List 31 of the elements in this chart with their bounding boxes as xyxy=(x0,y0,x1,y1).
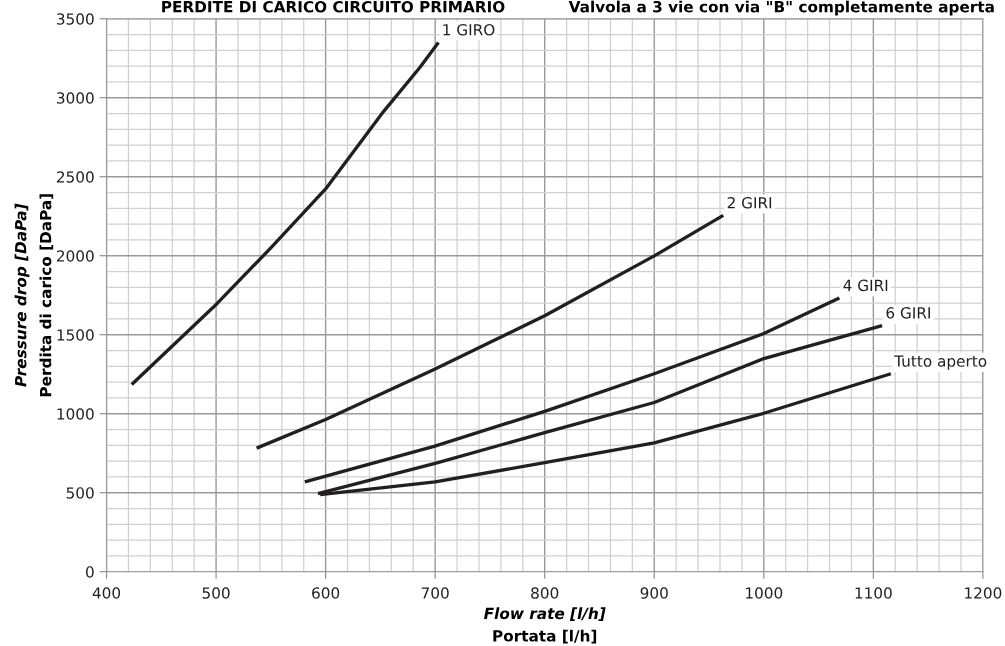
x-tick-label: 400 xyxy=(92,587,121,599)
x-tick-label: 600 xyxy=(312,587,340,599)
x-tick-label: 800 xyxy=(531,587,559,599)
y-tick-label: 2500 xyxy=(56,171,94,183)
series-label: Tutto aperto xyxy=(894,355,987,370)
text: Portata [l/h] xyxy=(493,629,597,644)
chart-subtitle: Valvola a 3 vie con via "B" completamente aperta xyxy=(568,0,994,16)
x-tick-label: 900 xyxy=(640,587,668,599)
y-tick-label: 500 xyxy=(66,487,94,499)
x-tick-label: 500 xyxy=(202,587,230,599)
text: Perdita di carico [DaPa] xyxy=(39,194,54,397)
x-tick-label: 1200 xyxy=(965,587,1002,599)
x-axis-title: Flow rate [l/h] xyxy=(483,607,606,621)
line-series xyxy=(254,213,725,450)
y-axis-title: Pressure drop [DaPa] xyxy=(14,203,30,387)
x-tick-label: 1000 xyxy=(746,587,783,599)
y-tick-label: 1000 xyxy=(57,408,94,420)
line-series xyxy=(130,40,441,387)
series-label: 1 GIRO xyxy=(443,23,495,36)
line-series xyxy=(303,296,842,484)
y-tick-label: 0 xyxy=(86,566,94,578)
series-label: 6 GIRI xyxy=(886,307,930,319)
y-tick-label: 3000 xyxy=(57,92,94,104)
series-label: 2 GIRI xyxy=(727,196,772,209)
y-tick-label: 2000 xyxy=(56,250,94,262)
x-tick-label: 1100 xyxy=(855,587,892,599)
y-tick-label: 3500 xyxy=(57,13,94,25)
chart-title: PERDITE DI CARICO CIRCUITO PRIMARIO xyxy=(162,0,505,13)
y-tick-label: 1500 xyxy=(57,329,94,341)
series-label: 4 GIRI xyxy=(843,279,888,292)
x-tick-label: 700 xyxy=(421,587,449,599)
